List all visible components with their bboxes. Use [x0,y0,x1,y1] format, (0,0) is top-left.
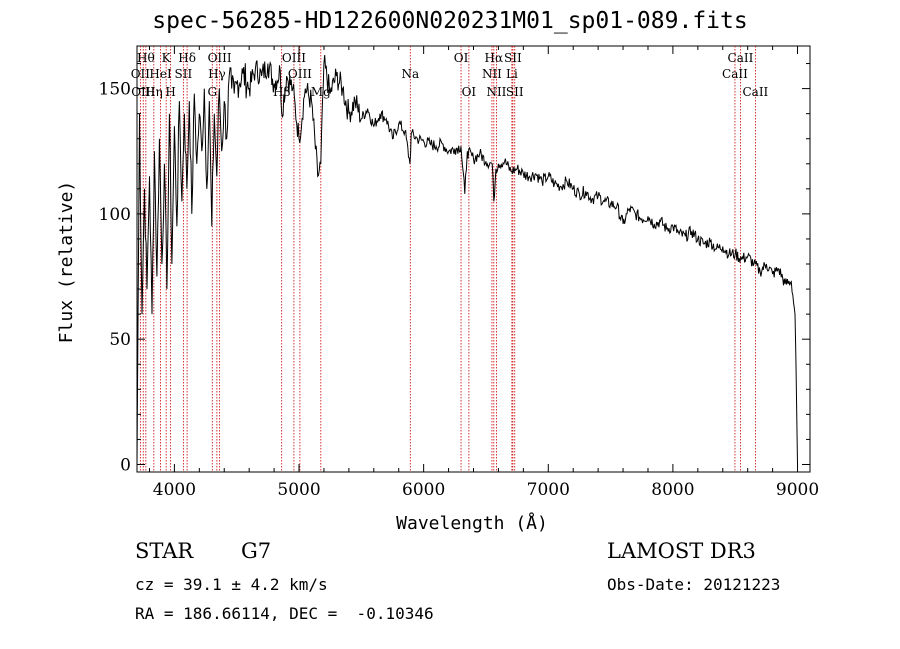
spectrum-line [136,54,798,465]
line-label-23: SII [504,51,522,65]
line-label-2: Hθ [137,51,155,65]
y-tick-label: 150 [99,80,131,100]
line-label-7: SII [175,67,193,81]
y-tick-label: 50 [109,330,131,350]
line-label-11: OIII [208,51,232,65]
line-label-8: Hδ [178,51,196,65]
plot-frame [136,45,811,473]
coordinates: RA = 186.66114, DEC = -0.10346 [135,604,434,623]
x-tick-label: 9000 [776,480,819,500]
line-label-12: Hβ [273,85,290,99]
line-label-4: HeI [149,67,172,81]
x-tick-label: 4000 [153,480,196,500]
line-label-26: CaII [728,51,754,65]
line-label-22: Li [506,67,518,81]
line-label-10: Hγ [208,67,226,81]
line-label-20: Hα [485,51,504,65]
y-tick-label: 100 [99,205,131,225]
chart-title: spec-56285-HD122600N020231M01_sp01-089.f… [152,8,748,34]
x-tick-label: 7000 [527,480,570,500]
line-label-5: K [162,51,172,65]
x-tick-label: 8000 [651,480,694,500]
survey-name: LAMOST DR3 [607,539,756,563]
y-axis-label: Flux (relative) [56,181,77,344]
line-label-17: OI [454,51,469,65]
y-tick-label: 0 [120,455,131,475]
line-label-21: NII [486,85,506,99]
line-label-15: Mg [311,85,331,99]
line-label-0: OII [131,67,151,81]
line-label-16: Na [401,67,419,81]
line-label-13: OIII [282,51,306,65]
redshift-cz: cz = 39.1 ± 4.2 km/s [135,575,328,594]
line-label-25: CaII [722,67,748,81]
line-label-27: CaII [742,85,768,99]
subclass: G7 [241,539,272,563]
line-label-14: OIII [288,67,312,81]
x-tick-label: 6000 [402,480,445,500]
obs-date: Obs-Date: 20121223 [607,575,781,594]
line-label-3: Hη [145,85,163,99]
line-label-24: SII [506,85,524,99]
line-label-18: OI [462,85,477,99]
line-label-9: G [207,85,217,99]
line-label-6: H [165,85,175,99]
x-tick-label: 5000 [277,480,320,500]
x-axis-label: Wavelength (Å) [396,512,548,534]
object-class: STAR [135,539,194,563]
line-label-19: NII [482,67,502,81]
